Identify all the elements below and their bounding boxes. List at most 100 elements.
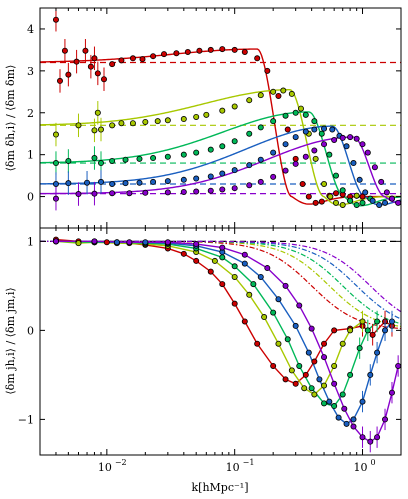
top-point-1-25: [327, 193, 334, 200]
bottom-point-3-12: [316, 376, 323, 383]
top-point-2-22: [326, 151, 333, 158]
bottom-point-4-18: [382, 416, 389, 423]
top-point-2-15: [257, 124, 264, 131]
top-point-0-7: [91, 55, 98, 62]
top-point-2-0: [52, 160, 59, 167]
bottom-point-1-14: [311, 391, 318, 398]
bottom-point-1-13: [301, 385, 308, 392]
top-point-2-23: [332, 172, 339, 179]
bottom-point-0-20: [331, 327, 338, 334]
top-point-0-1: [56, 77, 63, 84]
bottom-point-4-20: [395, 362, 401, 369]
bottom-y-axis-ticks: −1 0 1: [18, 235, 401, 426]
bottom-point-1-18: [347, 327, 354, 334]
bottom-point-4-9: [296, 302, 303, 309]
bottom-panel: −101 10 −2 10 −1 10 0 ⟨δm jh,i⟩ / ⟨δm jm,i⟩ k…: [4, 8, 402, 494]
top-point-0-6: [87, 63, 94, 70]
bottom-point-3-17: [359, 398, 366, 405]
bottom-y-axis-label: ⟨δm jh,i⟩ / ⟨δm jm,i⟩: [4, 287, 17, 394]
bottom-point-1-19: [359, 318, 366, 325]
top-point-2-26: [353, 201, 360, 208]
top-point-0-10: [109, 61, 116, 68]
top-point-0-5: [82, 47, 89, 54]
top-point-2-14: [246, 130, 253, 137]
top-point-3-22: [329, 126, 336, 133]
bottom-point-1-9: [246, 291, 253, 298]
bottom-point-4-10: [308, 325, 315, 332]
bottom-point-4-13: [341, 405, 348, 412]
bottom-point-1-11: [275, 340, 282, 347]
top-point-1-11: [180, 116, 187, 123]
top-point-4-6: [164, 189, 171, 196]
top-point-4-24: [359, 141, 366, 148]
top-point-1-8: [142, 118, 149, 125]
top-y-axis-ticks: 0 1 2 3 4: [27, 23, 401, 204]
bottom-data-points: [52, 236, 401, 453]
top-point-3-4: [109, 180, 116, 187]
bottom-point-0-12: [241, 318, 248, 325]
top-point-0-23: [254, 55, 261, 62]
top-point-1-24: [321, 180, 328, 187]
x-axis-label: k[hMpc⁻¹]: [191, 481, 248, 494]
bottom-point-2-14: [331, 403, 338, 410]
bottom-point-3-8: [257, 273, 264, 280]
top-point-3-27: [362, 189, 369, 196]
top-point-3-7: [150, 178, 157, 185]
top-point-2-4: [109, 157, 116, 164]
bottom-point-2-17: [356, 345, 363, 352]
bottom-point-2-18: [364, 327, 371, 334]
top-point-0-31: [318, 198, 325, 205]
bottom-y-tick-label-0: −1: [18, 413, 34, 426]
bottom-point-1-1: [75, 240, 82, 247]
top-point-2-8: [164, 153, 171, 160]
top-point-3-29: [376, 201, 383, 208]
top-point-3-10: [193, 175, 200, 182]
x-tick-exponent-0: −2: [115, 458, 127, 467]
top-point-0-37: [359, 193, 366, 200]
top-point-0-2: [61, 47, 68, 54]
top-y-tick-label-0: 0: [27, 191, 34, 204]
bottom-point-0-17: [302, 371, 309, 378]
bottom-model-curves: [55, 238, 399, 443]
bottom-point-0-8: [193, 257, 200, 264]
top-point-1-19: [280, 87, 287, 94]
top-point-0-20: [219, 46, 226, 53]
top-point-2-10: [193, 149, 200, 156]
bottom-point-3-2: [113, 239, 120, 246]
top-point-3-2: [84, 179, 91, 186]
bottom-point-4-12: [331, 380, 338, 387]
top-point-3-0: [52, 180, 59, 187]
top-point-0-19: [207, 46, 214, 53]
top-point-0-29: [305, 193, 312, 200]
top-point-1-14: [219, 107, 226, 114]
bottom-point-4-4: [193, 241, 200, 248]
top-point-0-25: [275, 93, 282, 100]
bottom-point-3-11: [305, 349, 312, 356]
top-point-4-10: [219, 186, 226, 193]
top-point-0-4: [73, 58, 80, 65]
bottom-point-0-9: [207, 268, 214, 275]
top-point-3-3: [97, 178, 104, 185]
top-point-4-7: [180, 188, 187, 195]
top-point-1-17: [257, 92, 264, 99]
bottom-point-4-0: [52, 238, 59, 245]
top-y-tick-label-4: 4: [27, 23, 34, 36]
bottom-point-2-8: [250, 281, 257, 288]
top-point-0-26: [284, 126, 291, 133]
top-point-3-21: [321, 125, 328, 132]
top-point-1-2: [91, 127, 98, 134]
top-point-3-24: [343, 143, 350, 150]
bottom-point-4-19: [388, 389, 395, 396]
bottom-point-2-16: [347, 371, 354, 378]
top-point-0-12: [129, 55, 136, 62]
top-point-1-18: [270, 88, 277, 95]
top-point-4-26: [371, 164, 378, 171]
bottom-point-1-8: [231, 273, 238, 280]
bottom-point-3-10: [292, 322, 299, 329]
bottom-point-0-11: [231, 300, 238, 307]
x-tick-label-2: 10: [354, 461, 368, 474]
bottom-point-3-18: [367, 371, 374, 378]
bottom-point-2-10: [284, 336, 291, 343]
top-point-0-0: [52, 16, 59, 23]
top-point-0-9: [100, 76, 107, 83]
